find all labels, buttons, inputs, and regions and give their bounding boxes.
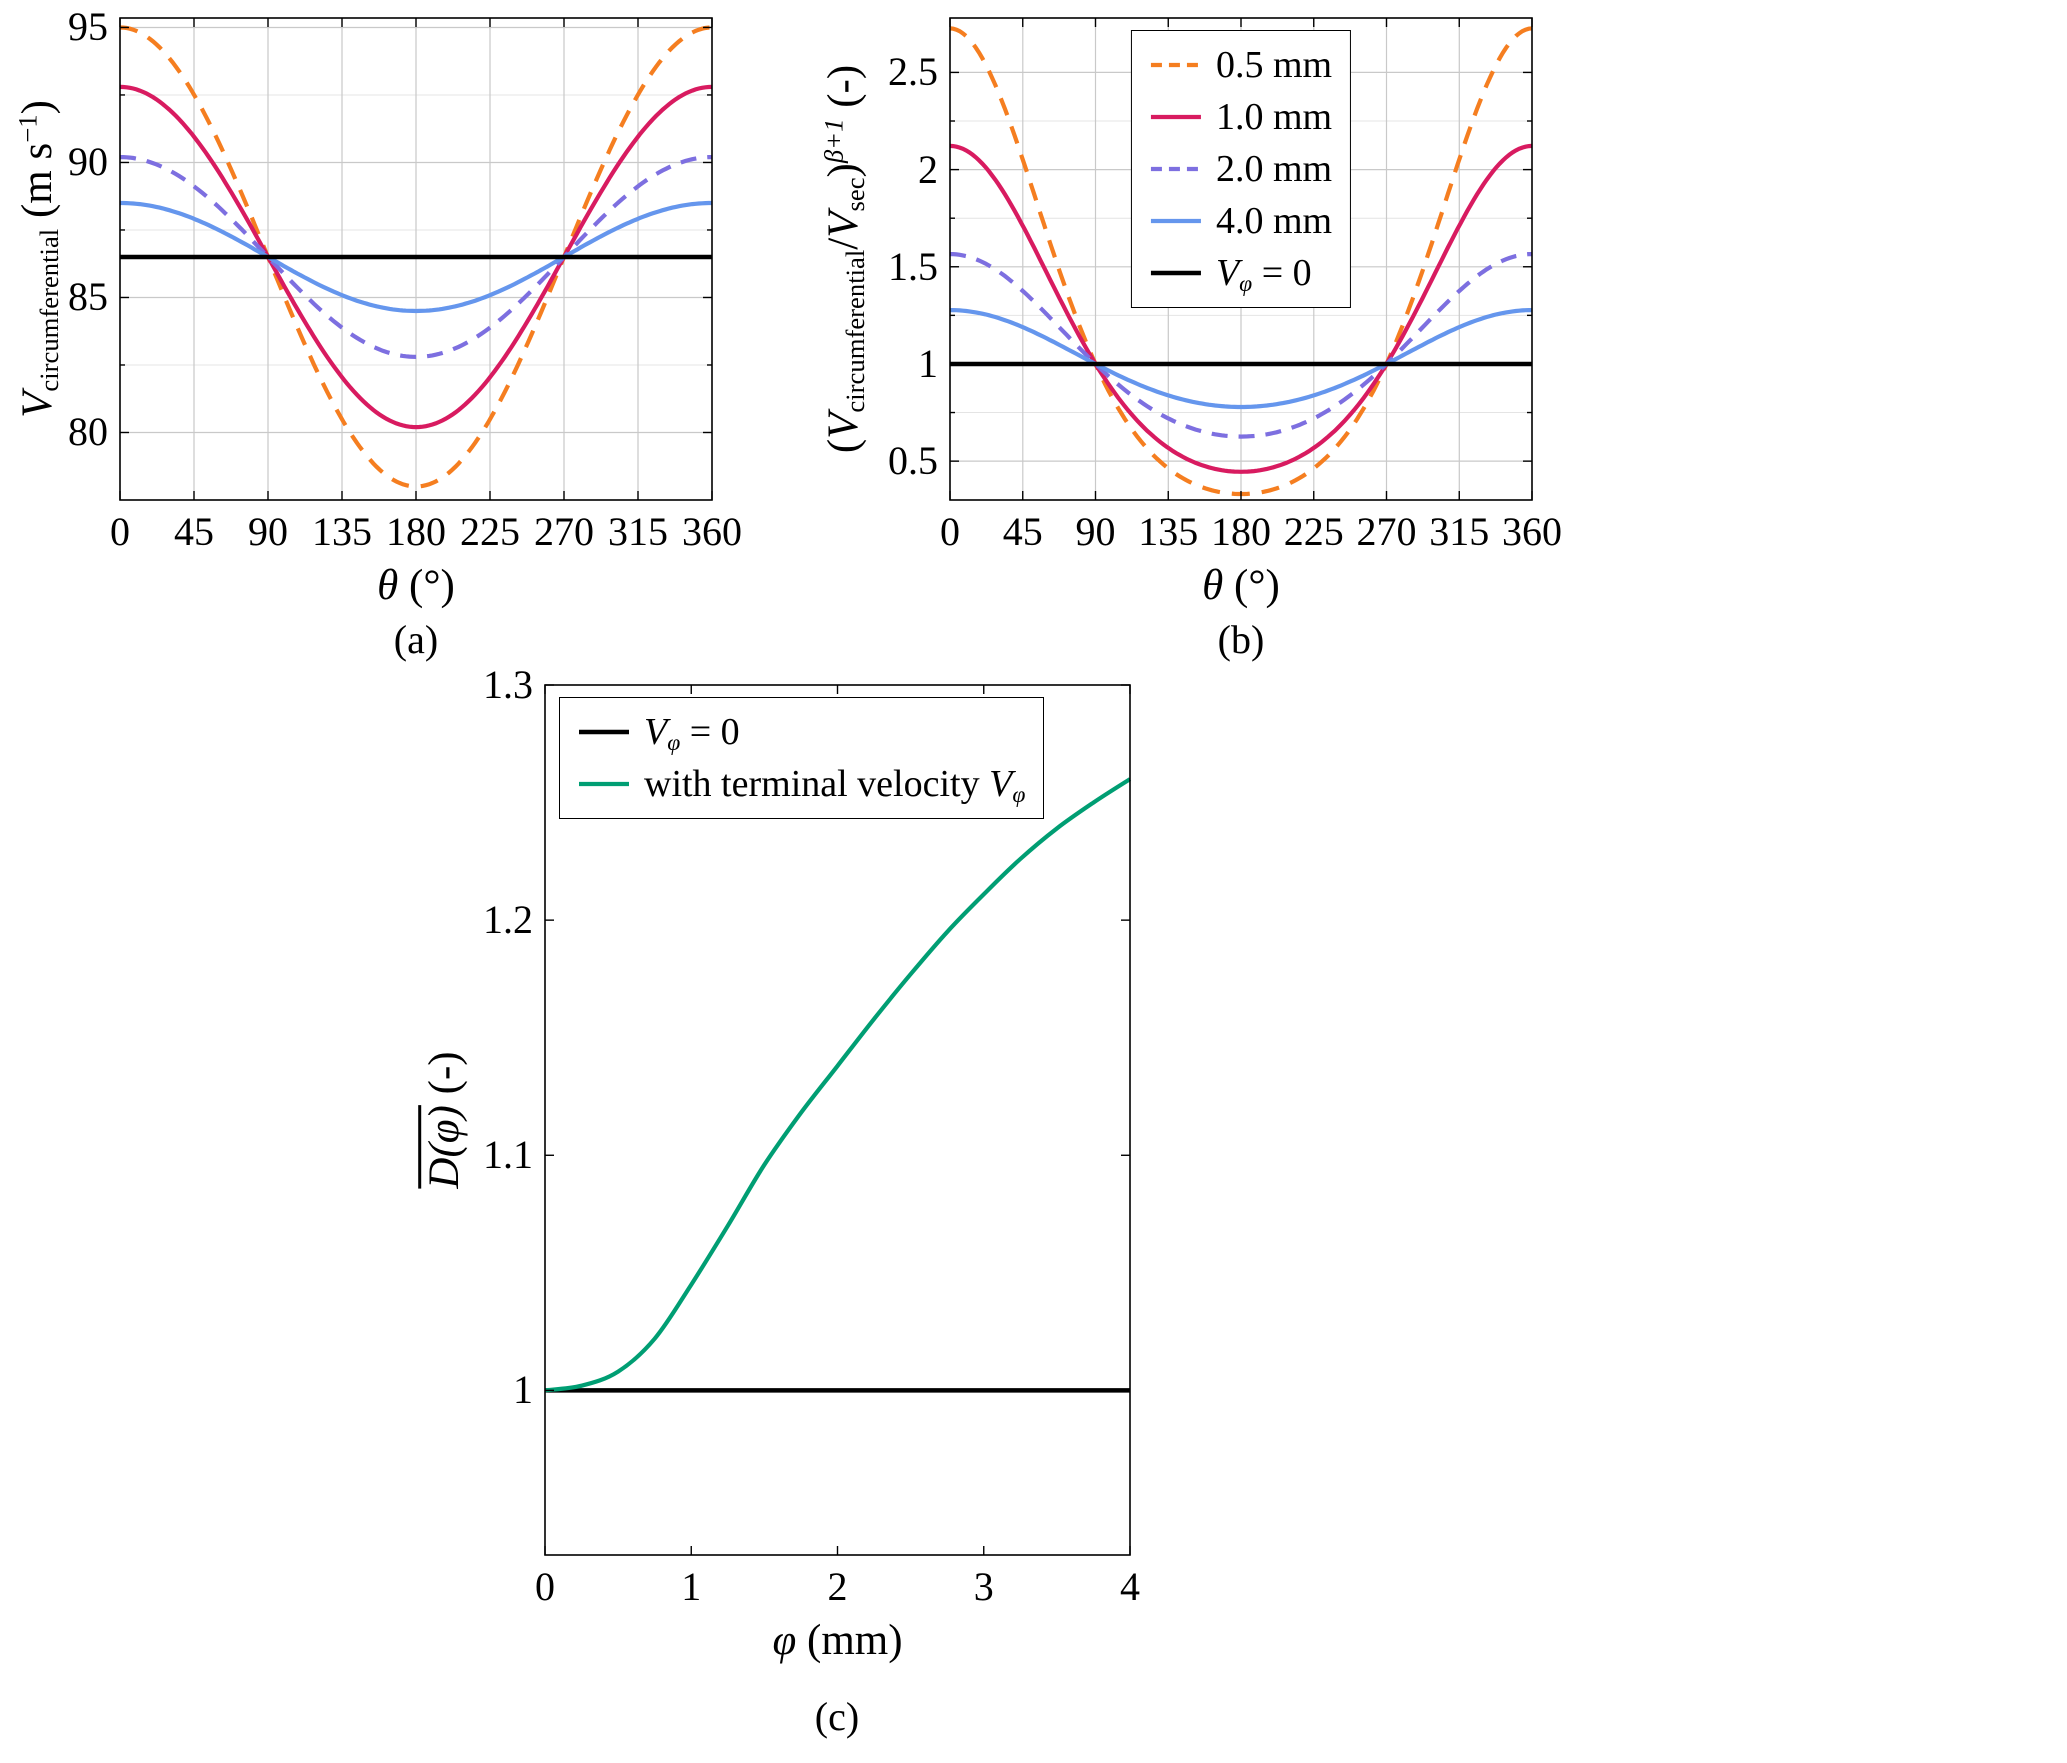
- x-tick-label: 0: [110, 509, 130, 554]
- legend-entry-label: 0.5 mm: [1215, 44, 1333, 86]
- legend: 0.5 mm 1.0 mm 2.0 mm 4.0 mm Vφ = 0: [1130, 30, 1352, 308]
- legend-entry: Vφ = 0: [578, 706, 1025, 758]
- series-line-1.0-mm: [119, 84, 713, 430]
- x-tick-label: 270: [1356, 509, 1417, 554]
- legend-entry: Vφ = 0: [1150, 247, 1332, 299]
- chart-a-plot: [119, 17, 713, 501]
- y-tick-label: 85: [68, 274, 108, 320]
- legend-entry-label: 2.0 mm: [1215, 148, 1333, 190]
- x-tick-label: 3: [973, 1564, 994, 1609]
- chart-c-plot: [544, 684, 1132, 1556]
- x-tick-label: 4: [1120, 1564, 1140, 1609]
- y-tick-label: 1: [918, 340, 938, 386]
- x-axis-label: θ (°): [377, 562, 455, 609]
- x-tick-label: 45: [174, 509, 214, 554]
- x-axis-label: φ (mm): [772, 1617, 903, 1664]
- legend-entry: 2.0 mm: [1150, 143, 1332, 195]
- series-line-4.0-mm: [950, 308, 1532, 410]
- x-tick-label: 225: [460, 509, 520, 554]
- legend: Vφ = 0 with terminal velocity Vφ: [559, 697, 1045, 819]
- legend-entry-label: with terminal velocity Vφ: [644, 763, 1026, 808]
- series-line-1.0-mm: [949, 143, 1533, 474]
- y-tick-label: 0.5: [888, 438, 938, 484]
- x-tick-label: 315: [608, 509, 668, 554]
- legend-entry-label: Vφ = 0: [1215, 252, 1312, 297]
- caption-b: (b): [1217, 617, 1265, 662]
- legend-entry-label: 4.0 mm: [1215, 200, 1333, 242]
- y-tick-label: 1.2: [483, 897, 533, 943]
- x-tick-label: 90: [1075, 509, 1116, 554]
- y-tick-label: 1.1: [483, 1132, 533, 1178]
- legend-line-sample: [1150, 114, 1201, 120]
- series-line-2.0-mm: [950, 252, 1532, 439]
- x-tick-label: 1: [681, 1564, 702, 1609]
- x-tick-label: 0: [940, 509, 960, 554]
- y-tick-label: 1: [513, 1367, 533, 1413]
- legend-line-sample: [579, 729, 629, 735]
- caption-a: (a): [393, 617, 439, 662]
- x-tick-label: 360: [1502, 509, 1562, 554]
- x-tick-label: 180: [1211, 509, 1271, 554]
- y-tick-label: 2.5: [888, 49, 938, 95]
- x-axis-label: θ (°): [1202, 562, 1280, 609]
- y-tick-label: 2: [918, 146, 938, 192]
- x-tick-label: 360: [682, 509, 742, 554]
- x-tick-label: 225: [1283, 509, 1344, 554]
- x-tick-label: 2: [827, 1564, 848, 1609]
- y-tick-label: 90: [68, 139, 108, 185]
- series-line-with-terminal-velocity-Vφ: [544, 777, 1132, 1393]
- y-tick-label: 1.5: [888, 243, 938, 289]
- legend-entry: 1.0 mm: [1150, 91, 1332, 143]
- legend-line-sample: [1150, 62, 1201, 68]
- legend-entry: with terminal velocity Vφ: [578, 758, 1025, 810]
- x-tick-label: 0: [535, 1564, 555, 1609]
- series-line-4.0-mm: [120, 200, 712, 314]
- legend-line-sample: [1150, 218, 1201, 224]
- caption-c: (c): [814, 1694, 860, 1739]
- legend-entry-label: 1.0 mm: [1215, 96, 1333, 138]
- series-line-0.5-mm: [119, 25, 713, 489]
- x-tick-label: 45: [1002, 509, 1043, 554]
- x-tick-label: 315: [1429, 509, 1490, 554]
- y-tick-label: 80: [68, 409, 108, 455]
- y-axis-label: D(φ) (-): [421, 1051, 469, 1189]
- chart-b-plot: [949, 17, 1533, 501]
- series-line-2.0-mm: [120, 155, 712, 360]
- legend-line-sample: [579, 781, 629, 787]
- x-tick-label: 135: [1138, 509, 1199, 554]
- y-tick-label: 1.3: [483, 662, 533, 707]
- y-tick-label: 95: [68, 4, 108, 50]
- x-tick-label: 135: [312, 509, 372, 554]
- legend-entry: 4.0 mm: [1150, 195, 1332, 247]
- legend-line-sample: [1150, 270, 1201, 276]
- legend-entry-label: Vφ = 0: [644, 711, 740, 756]
- x-tick-label: 180: [386, 509, 446, 554]
- legend-entry: 0.5 mm: [1150, 39, 1332, 91]
- legend-line-sample: [1150, 166, 1201, 172]
- x-tick-label: 90: [248, 509, 288, 554]
- x-tick-label: 270: [534, 509, 594, 554]
